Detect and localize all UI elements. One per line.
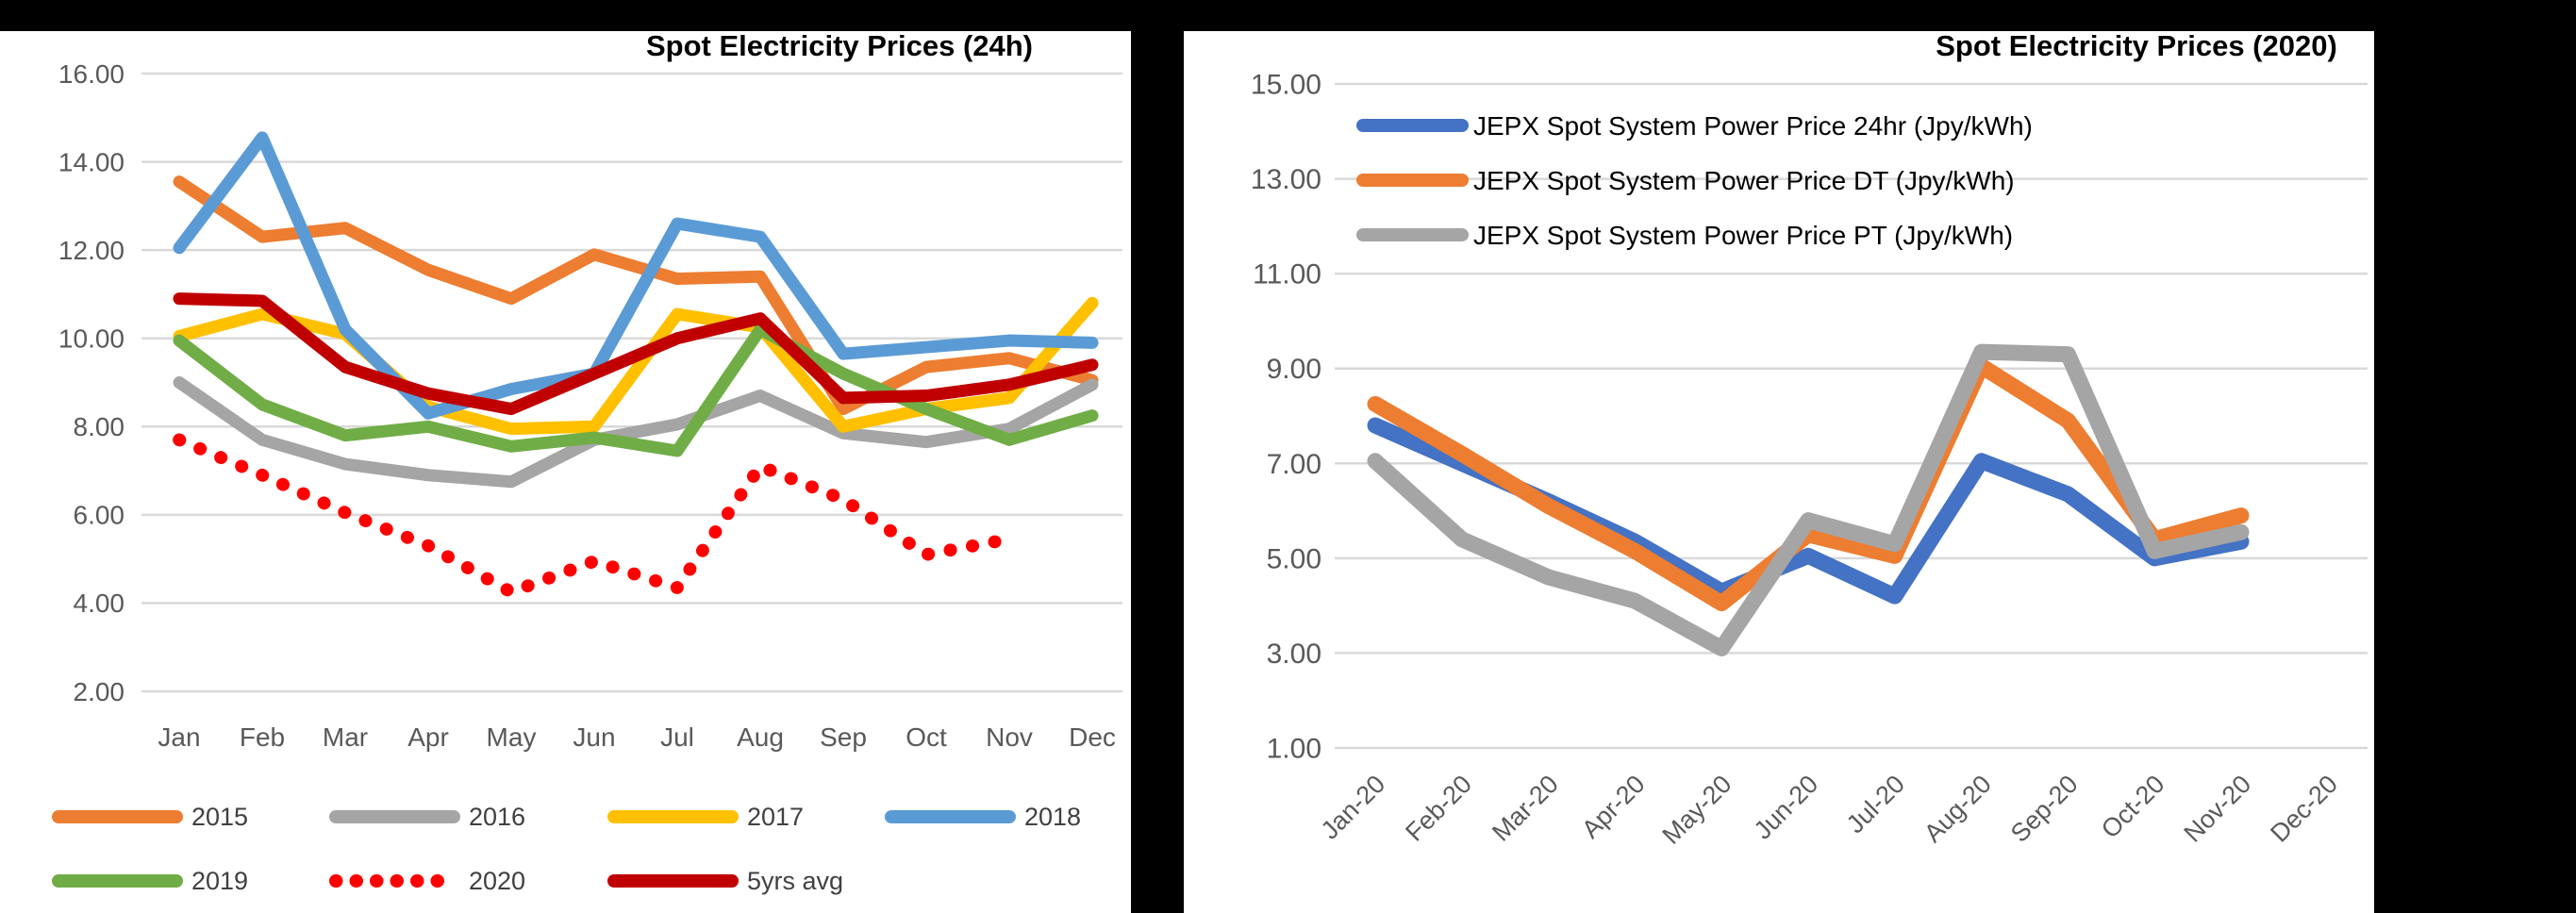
x-axis-tick-label: Oct [906,722,947,752]
series-line-jepx-spot-system-power-price-dt-jpy-kwh- [1367,357,2250,612]
y-axis-tick-label: 1.00 [1267,734,1321,765]
x-axis-tick-label: Apr-20 [1576,770,1651,844]
y-axis-tick-label: 16.00 [58,59,125,89]
y-axis-tick-label: 6.00 [74,501,125,530]
legend-label-2019: 2019 [191,867,248,895]
y-axis-tick-label: 12.00 [58,236,125,265]
legend-label-2017: 2017 [747,803,804,831]
x-axis-tick-label: Dec [1069,722,1116,752]
chart-title: Spot Electricity Prices (24h) [646,31,1033,62]
y-axis-tick-label: 4.00 [74,589,125,618]
x-axis-tick-label: Feb [240,722,285,752]
y-axis-tick-label: 14.00 [58,147,125,176]
left-chart-canvas: 16.00 14.00 12.00 10.00 8.00 6.00 4.00 2.00 Spot… [52,31,1122,895]
x-axis-tick-label: Jan-20 [1316,770,1391,845]
x-axis-tick-label: Nov [986,722,1033,752]
right-chart-panel: 15.00 13.00 11.00 9.00 7.00 5.00 3.00 1.00 Spot … [1184,31,2374,913]
series-line-2020 [173,433,1016,599]
legend-label-2016: 2016 [469,803,525,831]
left-chart-panel: 16.00 14.00 12.00 10.00 8.00 6.00 4.00 2.00 Spot… [0,31,1131,913]
legend-label-series-2: JEPX Spot System Power Price PT (Jpy/kWh… [1473,221,2013,250]
series-line-5yrs-avg [173,292,1099,416]
x-axis-tick-label: Jan [158,722,200,752]
legend-label-2015: 2015 [191,803,248,831]
right-chart-canvas: 15.00 13.00 11.00 9.00 7.00 5.00 3.00 1.00 Spot … [1251,31,2368,850]
y-axis-tick-label: 11.00 [1253,259,1321,290]
x-axis-tick-label: Nov-20 [2178,770,2256,848]
y-axis-tick-label: 13.00 [1251,164,1321,195]
x-axis-tick-label: Oct-20 [2096,770,2170,844]
x-axis-tick-label: Aug-20 [1919,770,1997,848]
x-axis-tick-label: Jun [573,722,615,752]
series-line-2015 [173,175,1099,416]
y-axis-tick-label: 3.00 [1267,639,1321,670]
chart-title: Spot Electricity Prices (2020) [1936,31,2337,62]
x-axis-tick-label: Sep-20 [2005,770,2084,848]
y-axis-tick-label: 5.00 [1267,543,1321,574]
series-line-2019 [173,323,1099,457]
series-line-2016 [173,376,1099,489]
y-axis-tick-label: 10.00 [58,324,125,354]
series-line-2017 [173,296,1099,436]
x-axis-tick-label: Sep [820,722,867,752]
x-axis-tick-label: Mar-20 [1487,770,1564,847]
legend-label-2018: 2018 [1024,803,1081,831]
legend-label-2020: 2020 [469,867,525,895]
x-axis-tick-label: Apr [407,722,449,752]
series-line-2018 [173,131,1099,420]
legend-label-series-0: JEPX Spot System Power Price 24hr (Jpy/k… [1473,111,2033,141]
y-axis-tick-label: 2.00 [74,677,125,706]
y-axis-tick-label: 7.00 [1267,449,1321,480]
legend-label-5yrs-avg: 5yrs avg [747,867,843,895]
y-axis-tick-label: 8.00 [74,412,125,441]
x-axis-tick-label: May [487,722,537,752]
x-axis-tick-label: Jun-20 [1749,770,1824,845]
series-line-jepx-spot-system-power-price-pt-jpy-kwh- [1367,343,2250,656]
x-axis-tick-label: Feb-20 [1400,770,1477,847]
x-axis-tick-label: Aug [737,722,784,752]
x-axis-tick-label: Dec-20 [2265,770,2343,848]
x-axis-tick-label: Jul [660,722,694,752]
x-axis-tick-label: Mar [323,722,368,752]
x-axis-tick-label: Jul-20 [1841,770,1910,838]
x-axis-tick-label: May-20 [1657,770,1737,850]
y-axis-tick-label: 15.00 [1251,70,1321,101]
y-axis-tick-label: 9.00 [1267,354,1321,385]
legend-label-series-1: JEPX Spot System Power Price DT (Jpy/kWh… [1473,166,2015,195]
